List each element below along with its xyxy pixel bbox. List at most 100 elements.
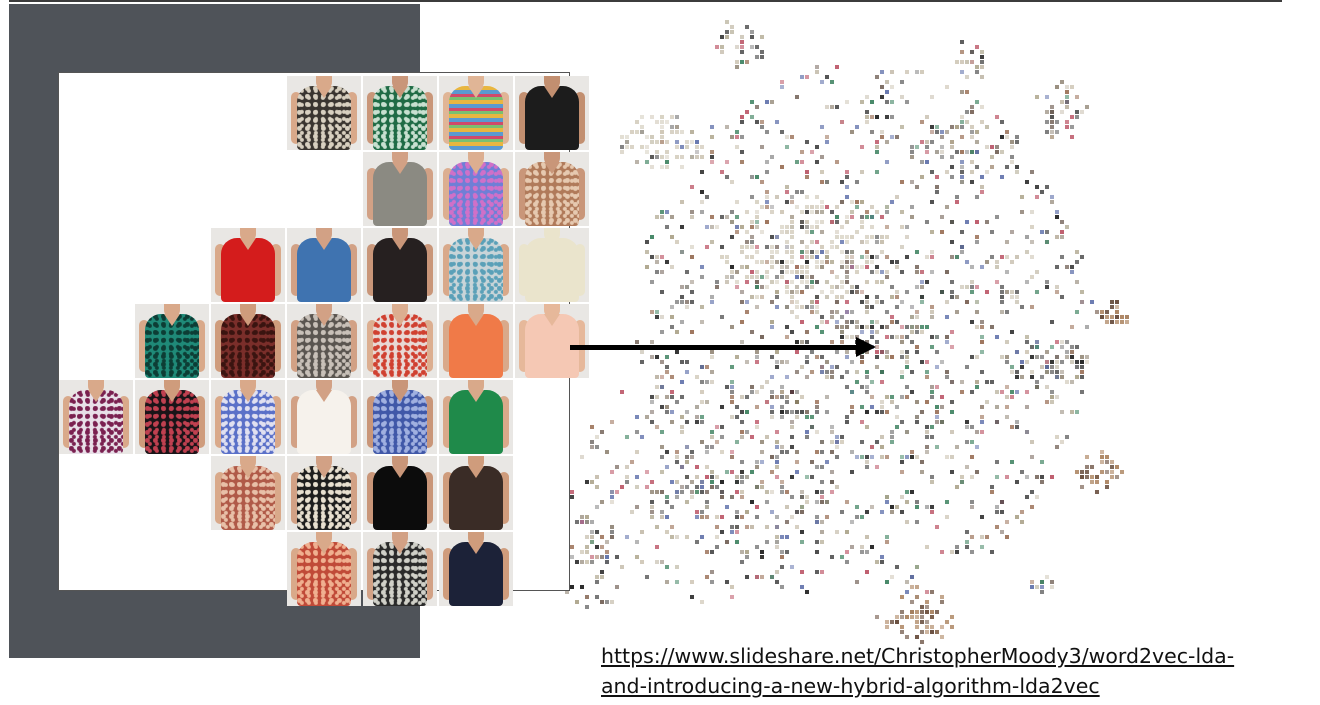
- thumbnail-dot: [800, 540, 804, 544]
- thumbnail-dot: [690, 330, 694, 334]
- thumbnail-dot: [935, 335, 939, 339]
- thumbnail-dot: [805, 260, 809, 264]
- thumbnail-dot: [710, 435, 714, 439]
- thumbnail-dot: [990, 230, 994, 234]
- thumbnail-dot: [1060, 80, 1064, 84]
- thumbnail-dot: [825, 135, 829, 139]
- thumbnail-dot: [865, 210, 869, 214]
- thumbnail-dot: [660, 215, 664, 219]
- thumbnail-dot: [915, 185, 919, 189]
- thumbnail-dot: [735, 415, 739, 419]
- thumbnail-dot: [885, 160, 889, 164]
- thumbnail-dot: [935, 185, 939, 189]
- thumbnail-dot: [765, 205, 769, 209]
- thumbnail-dot: [635, 450, 639, 454]
- thumbnail-dot: [855, 455, 859, 459]
- thumbnail-dot: [835, 105, 839, 109]
- thumbnail-dot: [1055, 370, 1059, 374]
- thumbnail-dot: [800, 495, 804, 499]
- thumbnail-dot: [830, 470, 834, 474]
- thumbnail-dot: [1055, 215, 1059, 219]
- thumbnail-dot: [890, 440, 894, 444]
- thumbnail-dot: [820, 355, 824, 359]
- thumbnail-dot: [945, 300, 949, 304]
- thumbnail-dot: [1040, 375, 1044, 379]
- thumbnail-dot: [855, 580, 859, 584]
- thumbnail-dot: [845, 550, 849, 554]
- thumbnail-dot: [840, 225, 844, 229]
- thumbnail-dot: [860, 420, 864, 424]
- thumbnail-dot: [780, 275, 784, 279]
- thumbnail-dot: [735, 475, 739, 479]
- thumbnail-dot: [660, 210, 664, 214]
- thumbnail-dot: [955, 200, 959, 204]
- thumbnail-dot: [950, 330, 954, 334]
- thumbnail-dot: [675, 565, 679, 569]
- thumbnail-dot: [865, 410, 869, 414]
- thumbnail-dot: [960, 390, 964, 394]
- thumbnail-dot: [790, 425, 794, 429]
- thumbnail-dot: [575, 600, 579, 604]
- thumbnail-dot: [850, 320, 854, 324]
- thumbnail-dot: [745, 230, 749, 234]
- thumbnail-dot: [900, 325, 904, 329]
- thumbnail-dot: [610, 600, 614, 604]
- thumbnail-dot: [740, 430, 744, 434]
- thumbnail-dot: [950, 290, 954, 294]
- thumbnail-dot: [735, 65, 739, 69]
- thumbnail-dot: [740, 320, 744, 324]
- thumbnail-dot: [990, 165, 994, 169]
- thumbnail-dot: [695, 415, 699, 419]
- thumbnail-dot: [795, 315, 799, 319]
- thumbnail-dot: [970, 290, 974, 294]
- thumbnail-dot: [655, 355, 659, 359]
- thumbnail-dot: [850, 360, 854, 364]
- thumbnail-dot: [740, 300, 744, 304]
- thumbnail-dot: [815, 570, 819, 574]
- thumbnail-dot: [920, 285, 924, 289]
- thumbnail-dot: [780, 265, 784, 269]
- source-link[interactable]: https://www.slideshare.net/ChristopherMo…: [601, 644, 1235, 698]
- thumbnail-dot: [820, 465, 824, 469]
- thumbnail-dot: [1070, 135, 1074, 139]
- thumbnail-dot: [885, 325, 889, 329]
- thumbnail-dot: [795, 470, 799, 474]
- thumbnail-dot: [925, 610, 929, 614]
- thumbnail-dot: [865, 390, 869, 394]
- thumbnail-dot: [1075, 365, 1079, 369]
- thumbnail-dot: [795, 290, 799, 294]
- thumbnail-dot: [995, 150, 999, 154]
- thumbnail-dot: [830, 315, 834, 319]
- thumbnail-dot: [790, 215, 794, 219]
- thumbnail-dot: [815, 490, 819, 494]
- thumbnail-dot: [740, 460, 744, 464]
- thumbnail-dot: [660, 135, 664, 139]
- thumbnail-dot: [845, 500, 849, 504]
- thumbnail-dot: [1105, 310, 1109, 314]
- thumbnail-dot: [790, 495, 794, 499]
- thumbnail-dot: [1050, 580, 1054, 584]
- thumbnail-dot: [775, 475, 779, 479]
- thumbnail-dot: [1110, 475, 1114, 479]
- thumbnail-dot: [925, 150, 929, 154]
- thumbnail-dot: [1045, 280, 1049, 284]
- thumbnail-dot: [920, 140, 924, 144]
- thumbnail-dot: [735, 540, 739, 544]
- thumbnail-dot: [670, 535, 674, 539]
- thumbnail-dot: [775, 250, 779, 254]
- thumbnail-dot: [765, 525, 769, 529]
- thumbnail-dot: [650, 510, 654, 514]
- thumbnail-dot: [835, 215, 839, 219]
- thumbnail-dot: [915, 310, 919, 314]
- thumbnail-dot: [975, 165, 979, 169]
- clothing-photo-tile: [363, 76, 437, 150]
- thumbnail-dot: [930, 125, 934, 129]
- thumbnail-dot: [1100, 455, 1104, 459]
- thumbnail-dot: [1075, 280, 1079, 284]
- thumbnail-dot: [910, 450, 914, 454]
- thumbnail-dot: [820, 220, 824, 224]
- thumbnail-dot: [735, 230, 739, 234]
- thumbnail-dot: [660, 515, 664, 519]
- thumbnail-dot: [805, 195, 809, 199]
- thumbnail-dot: [865, 250, 869, 254]
